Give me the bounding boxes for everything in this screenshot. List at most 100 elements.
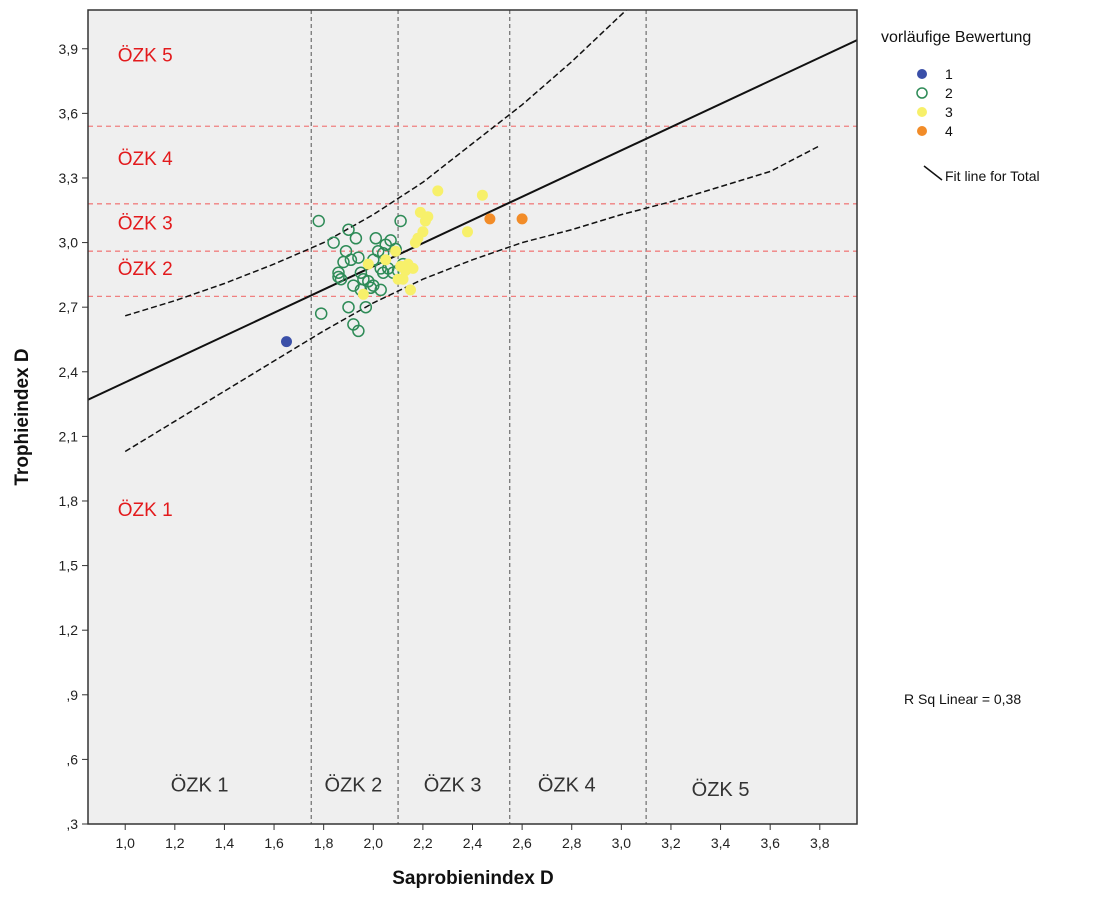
legend-entries: 1 2 3 4 [916,66,953,139]
plot-area [88,10,857,824]
legend-marker-2 [916,87,928,99]
x-tick-label-3: 1,4 [215,835,235,851]
legend-label-2: 2 [945,85,953,101]
y-tick-label-9: 2,7 [59,299,79,315]
x-zone-label-1: ÖZK 1 [171,775,229,797]
ci-lower-line [124,145,821,453]
point-series-2-22 [367,279,380,292]
legend-fit-line-icon [923,165,943,181]
x-axis-title: Saprobienindex D [392,868,554,889]
zone-labels: ÖZK 1 ÖZK 2 ÖZK 3 ÖZK 4 ÖZK 5 ÖZK 5 ÖZK 4 ÖZK 3… [118,46,750,801]
y-tick-label-10: 3,0 [59,235,79,251]
legend-fit-label: Fit line for Total [945,168,1040,184]
legend-label-1: 1 [945,66,953,82]
point-series-2-16 [352,324,365,338]
y-zone-label-1: ÖZK 5 [118,46,173,67]
x-tick-label-9: 2,6 [512,835,532,851]
point-series-2-33 [394,214,407,228]
x-tick-label-12: 3,2 [661,835,681,851]
y-tick-label-1: ,3 [66,816,78,832]
point-series-3-20 [412,232,424,244]
y-zone-label-2: ÖZK 4 [118,149,173,170]
ci-upper-line [124,10,627,317]
x-tick-label-4: 1,6 [264,835,284,851]
point-series-2-36 [376,266,390,279]
point-series-2-1 [312,214,325,228]
point-series-3-2 [362,258,374,270]
point-series-3-17 [432,185,444,197]
x-tick-label-6: 2,0 [364,835,384,851]
x-tick-label-13: 3,4 [711,835,731,851]
x-zone-label-4: ÖZK 4 [538,775,596,797]
x-tick-label-11: 3,0 [612,835,632,851]
point-series-2-12 [347,279,360,292]
x-tick-label-7: 2,2 [413,835,433,851]
x-zone-label-3: ÖZK 3 [424,775,482,797]
x-tick-label-1: 1,0 [115,835,135,851]
point-series-4-2 [516,213,528,225]
legend-marker-4 [917,126,927,136]
point-series-2-37 [354,266,368,279]
point-series-3-18 [462,226,473,238]
data-points [281,185,528,348]
x-tick-label-15: 3,8 [810,835,830,851]
x-tick-label-14: 3,6 [760,835,780,851]
y-axis-title: Trophieindex D [12,348,33,485]
y-tick-label-3: ,9 [66,687,78,703]
legend-marker-3 [917,107,927,117]
legend-label-4: 4 [945,123,953,139]
legend-marker-1 [917,69,927,79]
y-zone-label-4: ÖZK 2 [118,259,173,280]
axes: 1,0 1,2 1,4 1,6 1,8 2,0 2,2 2,4 2,6 2,8 3,0 3,2 3,4 3… [59,41,830,851]
y-tick-label-6: 1,8 [59,493,79,509]
point-series-4-1 [484,213,496,225]
fit-line-layer [88,39,857,401]
confidence-bands [124,10,821,453]
point-series-3-7 [397,273,409,285]
legend-title: vorläufige Bewertung [881,29,1031,46]
x-zone-label-2: ÖZK 2 [325,775,383,797]
point-series-3-3 [380,254,392,266]
y-tick-label-12: 3,6 [59,105,79,121]
y-zone-label-5: ÖZK 1 [118,500,173,521]
point-series-2-23 [369,232,383,245]
point-series-3-11 [407,262,419,274]
point-series-3-19 [476,189,488,201]
y-tick-label-5: 1,5 [59,558,79,574]
point-series-2-6 [334,272,348,286]
y-tick-label-4: 1,2 [59,622,79,638]
y-zone-label-3: ÖZK 3 [118,214,173,235]
point-series-2-9 [342,223,355,236]
fit-line [88,39,857,401]
point-series-2-15 [352,251,365,264]
point-series-3-16 [422,211,434,223]
point-series-2-10 [342,300,355,314]
point-series-2-11 [344,253,358,267]
point-series-2-26 [374,283,387,297]
point-series-2-5 [332,270,345,284]
point-series-2-3 [327,236,340,249]
x-tick-label-2: 1,2 [165,835,185,851]
point-series-3-10 [405,284,416,296]
x-tick-label-5: 1,8 [314,835,334,851]
x-tick-label-10: 2,8 [562,835,582,851]
zone-boundaries [88,10,857,824]
y-tick-label-8: 2,4 [59,364,79,380]
point-series-2-2 [314,307,328,320]
point-series-3-1 [357,288,369,300]
point-series-2-4 [332,266,345,279]
point-series-3-4 [390,245,402,257]
legend: vorläufige Bewertung 1 2 3 4 Fit line for T… [881,29,1040,184]
x-tick-label-8: 2,4 [463,835,483,851]
y-tick-label-2: ,6 [66,751,78,767]
x-zone-label-5: ÖZK 5 [692,779,750,801]
legend-label-3: 3 [945,104,953,120]
y-tick-label-7: 2,1 [59,428,79,444]
r-squared-label: R Sq Linear = 0,38 [904,691,1021,707]
y-tick-label-13: 3,9 [59,41,79,57]
y-tick-label-11: 3,3 [59,170,79,186]
point-series-1-1 [281,336,292,348]
point-series-2-19 [359,300,373,314]
point-series-2-14 [349,232,363,245]
